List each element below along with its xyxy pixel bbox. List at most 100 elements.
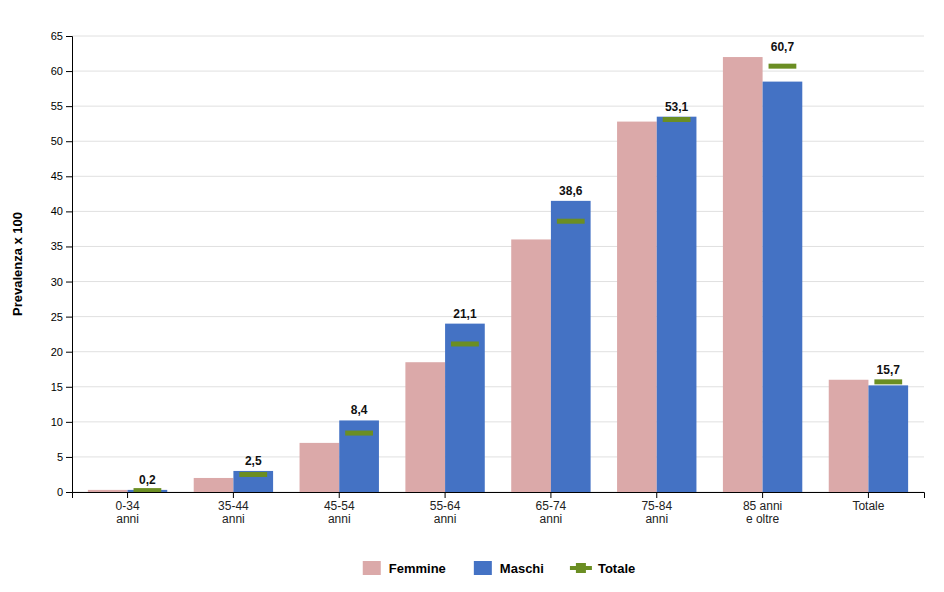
bar — [233, 471, 273, 492]
tick-mark — [550, 492, 551, 498]
bar — [657, 117, 697, 492]
bar — [551, 201, 591, 492]
tick-mark — [339, 492, 340, 498]
tick-label: 30 — [51, 276, 63, 288]
tick-label-line: 85 anni — [743, 499, 782, 513]
tick: 15 — [51, 381, 72, 393]
total-marker — [451, 341, 479, 346]
tick: 20 — [51, 346, 72, 358]
tick-label: 45 — [51, 170, 63, 182]
grid-line — [72, 36, 924, 37]
tick-label: 65-74anni — [536, 499, 567, 527]
tick-mark — [66, 246, 72, 247]
bar — [128, 490, 168, 492]
tick: 65 — [51, 30, 72, 42]
data-label: 53,1 — [665, 100, 689, 114]
tick-label-line: anni — [222, 512, 245, 526]
legend-swatch — [474, 561, 492, 575]
tick-label-line: 35-44 — [218, 499, 249, 513]
y-axis: 0 5 10 15 20 25 30 35 40 45 50 55 60 65 — [51, 30, 73, 498]
tick: 85 annie oltre — [743, 492, 782, 526]
tick-label: 40 — [51, 205, 63, 217]
bar — [868, 385, 908, 492]
tick-label: 75-84anni — [641, 499, 672, 527]
tick: 75-84anni — [641, 492, 672, 526]
chart: 051015202530354045505560650-34anni35-44a… — [0, 0, 944, 592]
tick-label-line: 65-74 — [536, 499, 567, 513]
tick: 0 — [57, 486, 72, 498]
total-marker — [239, 472, 267, 477]
legend-item: Totale — [570, 561, 635, 576]
tick-label: 5 — [57, 451, 63, 463]
tick: 35 — [51, 240, 72, 252]
bar — [405, 362, 445, 492]
grid — [72, 36, 924, 492]
tick-label: 0-34anni — [116, 499, 140, 527]
total-marker — [769, 64, 797, 69]
tick: 55 — [51, 100, 72, 112]
tick-label-line: 45-54 — [324, 499, 355, 513]
tick-label: 45-54anni — [324, 499, 355, 527]
tick-mark — [66, 282, 72, 283]
bar — [88, 490, 128, 492]
legend-item: Femmine — [363, 561, 446, 576]
legend-swatch — [363, 561, 381, 575]
tick-label: 65 — [51, 30, 63, 42]
tick: 65-74anni — [536, 492, 567, 526]
tick-mark — [66, 317, 72, 318]
tick-label: 20 — [51, 346, 63, 358]
total-marker — [345, 431, 373, 436]
tick: 55-64anni — [430, 492, 461, 526]
data-labels: 0,22,58,421,138,653,160,715,7 — [139, 40, 900, 487]
data-label: 60,7 — [771, 40, 795, 54]
tick-label: 85 annie oltre — [743, 499, 782, 527]
tick-label: 10 — [51, 416, 63, 428]
tick-label-line: anni — [645, 512, 668, 526]
tick-label-line: 0-34 — [116, 499, 140, 513]
tick-label-line: 75-84 — [641, 499, 672, 513]
tick-mark — [66, 457, 72, 458]
tick-mark — [66, 387, 72, 388]
tick-mark — [868, 492, 869, 498]
tick-label-line: anni — [434, 512, 457, 526]
tick-label: 55 — [51, 100, 63, 112]
bar — [763, 82, 803, 492]
tick-mark — [66, 141, 72, 142]
bar — [723, 57, 763, 492]
tick-label: 50 — [51, 135, 63, 147]
total-marker — [874, 379, 902, 384]
bar — [511, 239, 551, 492]
tick: 10 — [51, 416, 72, 428]
axis-title: Prevalenza x 100 — [10, 212, 25, 316]
tick-label-line: Totale — [852, 499, 884, 513]
bar-series — [128, 82, 909, 492]
tick: 50 — [51, 135, 72, 147]
tick-label: 25 — [51, 311, 63, 323]
grid-line — [72, 71, 924, 72]
tick-mark — [445, 492, 446, 498]
total-marker — [134, 488, 162, 492]
tick-label: 60 — [51, 65, 63, 77]
data-label: 0,2 — [139, 473, 156, 487]
tick-label: 55-64anni — [430, 499, 461, 527]
tick-mark — [127, 492, 128, 498]
tick-mark — [762, 492, 763, 498]
tick: Totale — [852, 492, 884, 513]
bar — [445, 324, 485, 492]
tick-mark — [66, 352, 72, 353]
legend: Femmine Maschi Totale — [363, 561, 635, 576]
legend-label: Maschi — [500, 561, 544, 576]
tick: 45-54anni — [324, 492, 355, 526]
marker-series — [134, 66, 903, 490]
bar — [829, 380, 869, 492]
legend-label: Totale — [598, 561, 635, 576]
tick-mark — [233, 492, 234, 498]
tick: 5 — [57, 451, 72, 463]
axis-domain — [73, 493, 925, 499]
tick-label: Totale — [852, 499, 884, 513]
bar — [339, 420, 379, 492]
tick-label: 15 — [51, 381, 63, 393]
legend-swatch — [576, 563, 586, 573]
tick-label-line: anni — [116, 512, 139, 526]
marks — [88, 57, 908, 492]
